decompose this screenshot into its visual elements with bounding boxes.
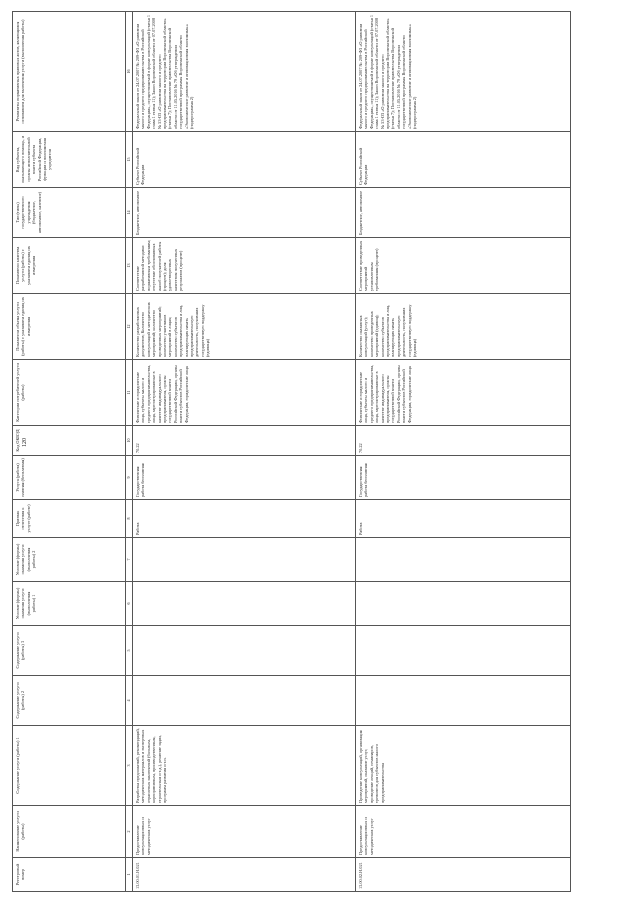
table-cell: Государственная работа бесплатная (355, 455, 571, 500)
table-cell: Работа (355, 499, 571, 538)
rotated-table-wrapper: Реестровый номер Наименование услуги (раб… (12, 11, 622, 892)
table-cell: Субъект Российской Федерации (355, 131, 571, 188)
column-number: 3 (125, 725, 133, 806)
table-cell: 70.22 (355, 425, 571, 456)
table-cell: 13.00.01.Н.021 (132, 857, 356, 892)
table-cell: Предоставление консультационных и методи… (132, 805, 356, 858)
table-cell: Соответствие проведенных мероприятий уст… (355, 237, 571, 294)
column-header: Наименование услуги (работы) (12, 805, 126, 858)
table-cell: Федеральный закон от 24.07.2007 № 209-ФЗ… (355, 11, 571, 132)
column-header: Услуга (работа) платная (бесплатная) (12, 455, 126, 500)
column-number: 11 (125, 359, 133, 426)
column-header: Реквизиты нормативных правовых актов, яв… (12, 11, 126, 132)
column-header: Условие (формы) оказания услуги (выполне… (12, 537, 126, 582)
table-cell: Предоставление консультационных и методи… (355, 805, 571, 858)
table-cell: Количество разработанных документов; Кол… (132, 293, 356, 360)
column-header: Тип (типы) государственного учреждения (… (12, 187, 126, 238)
table-cell (355, 675, 571, 726)
column-number: 2 (125, 805, 133, 858)
column-number: 15 (125, 131, 133, 188)
column-number: 16 (125, 11, 133, 132)
column-number-row: 1 2 3 4 5 6 7 8 9 10 11 12 13 14 15 16 (125, 11, 133, 892)
column-number: 13 (125, 237, 133, 294)
column-number: 6 (125, 581, 133, 626)
column-number: 12 (125, 293, 133, 360)
column-header: Признак отнесения к услуге (работе) (12, 499, 126, 538)
table-cell (355, 625, 571, 676)
table-cell: 13.00.02.Н.021 (355, 857, 571, 892)
table-row: 13.00.01.Н.021 Предоставление консультаци… (132, 11, 356, 892)
column-number: 9 (125, 455, 133, 500)
column-header: Показатели качества услуги (работы) с ук… (12, 237, 126, 294)
column-header: Вид субъекта, оказывающего помощь, и орг… (12, 131, 126, 188)
column-number: 4 (125, 675, 133, 726)
table-cell: Бюджетное, автономное (355, 187, 571, 238)
column-number: 14 (125, 187, 133, 238)
column-number: 1 (125, 857, 133, 892)
table-cell: Физические и юридические лица, субъекты … (355, 359, 571, 426)
table-row: 13.00.02.Н.021 Предоставление консультаци… (355, 11, 571, 892)
column-header: Категории потребителей услуги (работы) (12, 359, 126, 426)
table-cell: Работа (132, 499, 356, 538)
table-cell: Субъект Российской Федерации (132, 131, 356, 188)
column-number: 7 (125, 537, 133, 582)
column-header: Содержание услуги (работы) 1 (12, 725, 126, 806)
table-cell (132, 625, 356, 676)
table-cell: Федеральный закон от 24.07.2007 № 209-ФЗ… (132, 11, 356, 132)
column-header: Содержание услуги (работы) 3 (12, 625, 126, 676)
table-cell (132, 581, 356, 626)
table-cell (355, 537, 571, 582)
table-cell: Государственная работа бесплатная (132, 455, 356, 500)
table-cell: Бюджетное, автономное (132, 187, 356, 238)
column-number: 5 (125, 625, 133, 676)
table-cell: Физические и юридические лица, субъекты … (132, 359, 356, 426)
column-number: 8 (125, 499, 133, 538)
column-number: 10 (125, 425, 133, 456)
table-cell: Соответствие разработанной методики норм… (132, 237, 356, 294)
column-header: Условие (формы) оказания услуги (выполне… (12, 581, 126, 626)
table-cell: Количество оказанных консультаций (услуг… (355, 293, 571, 360)
table-cell (132, 675, 356, 726)
table-cell: 70.22 (132, 425, 356, 456)
column-header: Показатели объема услуги (работы) с указ… (12, 293, 126, 360)
table-cell: Проведение консультаций, организация мер… (355, 725, 571, 806)
column-header: Код ОКВЭД (12, 425, 126, 456)
column-header: Реестровый номер (12, 857, 126, 892)
column-header: Содержание услуги (работы) 2 (12, 675, 126, 726)
services-register-table: Реестровый номер Наименование услуги (раб… (12, 11, 571, 892)
header-row: Реестровый номер Наименование услуги (раб… (12, 11, 126, 892)
table-cell: Разработка предложений, рекомендаций, ме… (132, 725, 356, 806)
table-cell (132, 537, 356, 582)
table-cell (355, 581, 571, 626)
